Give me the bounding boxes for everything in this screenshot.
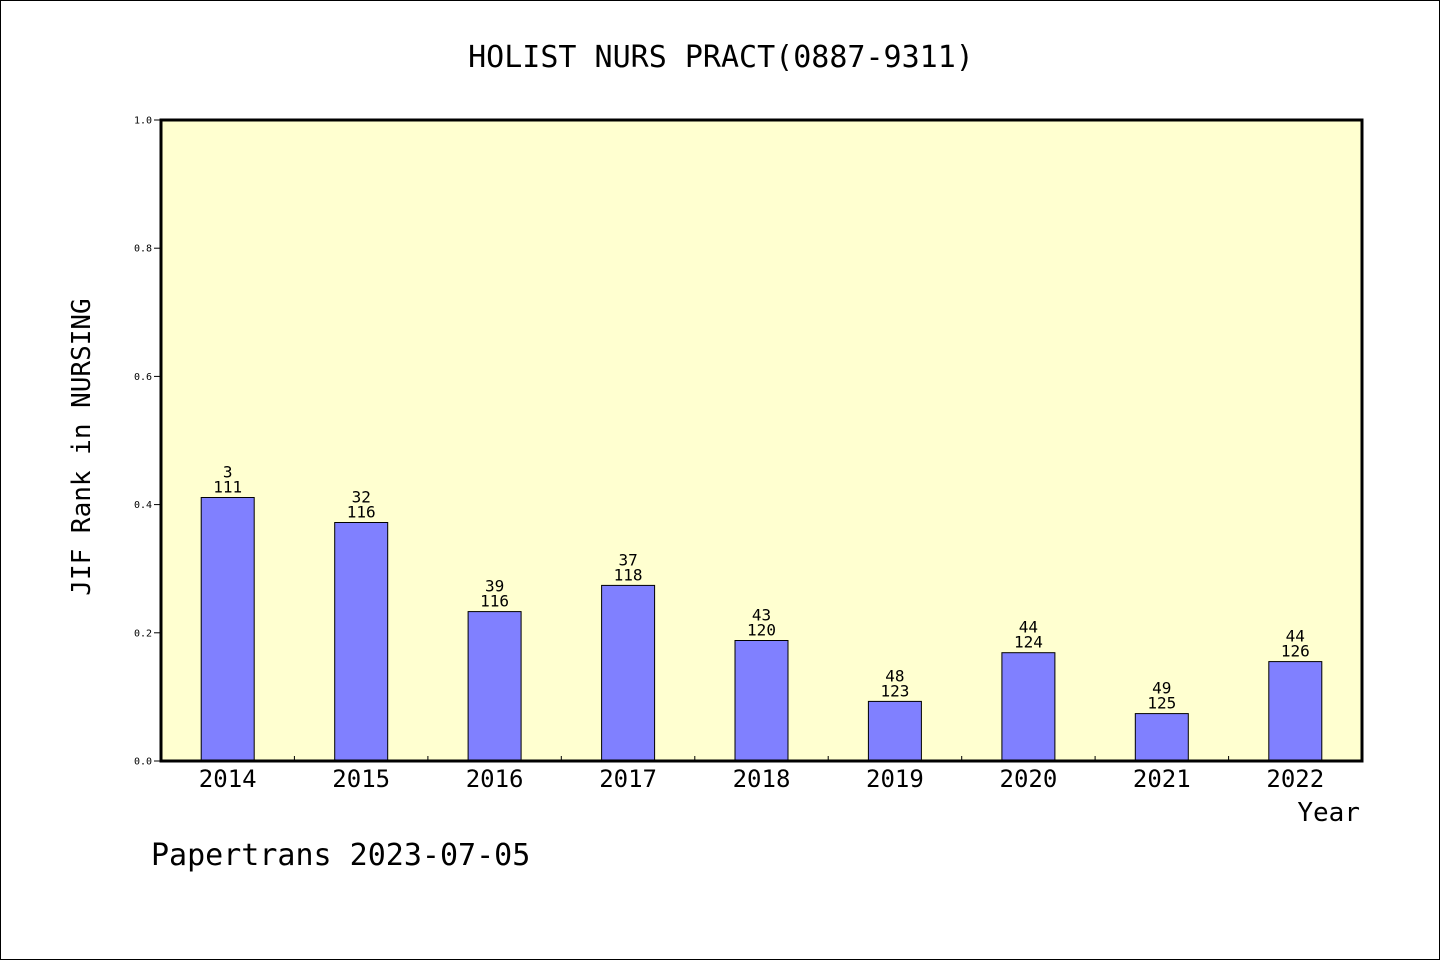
rank-label-2021: 49: [1152, 679, 1171, 698]
total-label-2019: 123: [880, 681, 909, 700]
total-label-2018: 120: [747, 621, 776, 640]
rank-label-2017: 37: [618, 550, 637, 569]
y-tick-label: 0.6: [134, 372, 152, 383]
bar-2016: [467, 611, 522, 762]
bar-2021: [1134, 713, 1189, 762]
rank-label-2016: 39: [485, 577, 504, 596]
rank-label-2018: 43: [752, 606, 771, 625]
bars-group: [200, 497, 1323, 762]
x-tick-label-2022: 2022: [1266, 765, 1324, 793]
chart-title: HOLIST NURS PRACT(0887-9311): [468, 40, 974, 75]
x-tick-label-2019: 2019: [866, 765, 924, 793]
rank-label-2022: 44: [1286, 627, 1305, 646]
y-tick-label: 0.8: [134, 244, 152, 255]
rank-label-2014: 3: [223, 463, 233, 482]
bar-2014: [200, 497, 255, 762]
y-tick-label: 0.0: [134, 757, 152, 768]
y-axis-label: JIF Rank in NURSING: [67, 298, 97, 595]
bar-2020: [1001, 652, 1056, 762]
bar-2017: [601, 584, 656, 762]
x-tick-label-2021: 2021: [1133, 765, 1191, 793]
y-tick-label: 0.4: [134, 500, 152, 511]
bar-2015: [334, 522, 389, 762]
y-tick-label: 1.0: [134, 116, 152, 127]
total-label-2021: 125: [1147, 694, 1176, 713]
footer-credit: Papertrans 2023-07-05: [151, 838, 530, 873]
x-tick-label-2014: 2014: [199, 765, 257, 793]
x-tick-label-2020: 2020: [1000, 765, 1058, 793]
x-ticks-group: 2014 2015 2016 2017 2018 2019 2020 2021 2022: [199, 756, 1324, 793]
x-tick-label-2017: 2017: [599, 765, 657, 793]
x-tick-label-2018: 2018: [733, 765, 791, 793]
y-tick-label: 0.2: [134, 628, 152, 639]
bar-2019: [867, 700, 922, 762]
rank-label-2015: 32: [352, 488, 371, 507]
x-axis-label: Year: [1297, 798, 1360, 828]
x-tick-label-2016: 2016: [466, 765, 524, 793]
bar-2018: [734, 640, 789, 762]
total-label-2014: 111: [213, 478, 242, 497]
x-tick-label-2015: 2015: [332, 765, 390, 793]
total-label-2015: 116: [347, 503, 376, 522]
total-label-2022: 126: [1281, 642, 1310, 661]
total-label-2017: 118: [614, 565, 643, 584]
bar-2022: [1268, 661, 1323, 762]
y-ticks-group: 0.0 0.2 0.4 0.6 0.8 1.0: [134, 116, 161, 768]
total-label-2020: 124: [1014, 633, 1043, 652]
rank-label-2019: 48: [885, 666, 904, 685]
plot-border: [159, 118, 1364, 763]
total-label-2016: 116: [480, 592, 509, 611]
rank-label-2020: 44: [1019, 618, 1038, 637]
bar-labels-group: 3111321163911637118431204812344124491254…: [213, 463, 1310, 713]
